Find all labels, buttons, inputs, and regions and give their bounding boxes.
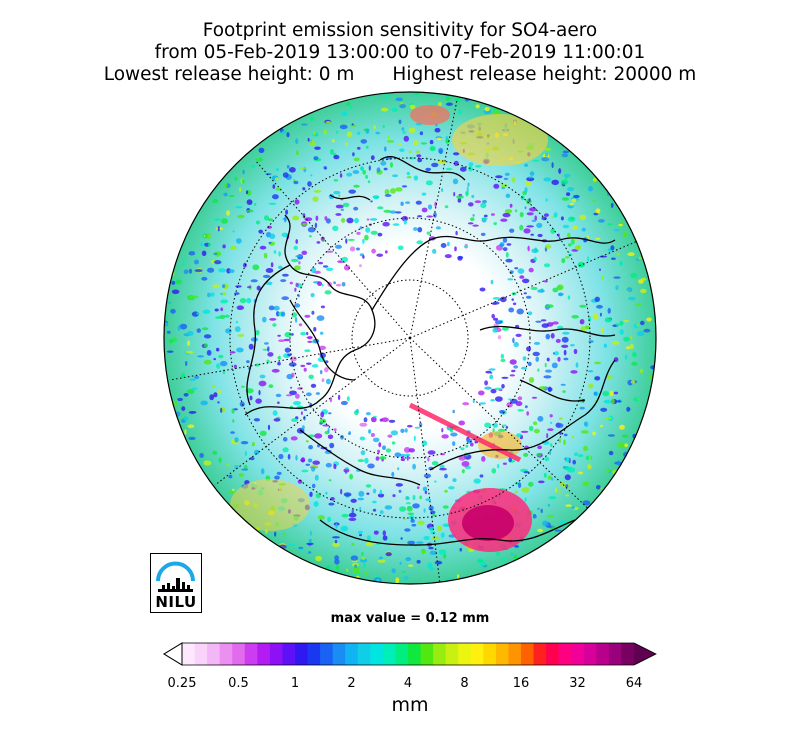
colorbar-unit: mm [391,694,429,716]
colorbar-cell [621,643,635,665]
lowest-release-height: Lowest release height: 0 m [103,64,355,85]
colorbar-cell [558,643,572,665]
colorbar-cell [345,643,359,665]
colorbar-cell [571,643,585,665]
colorbar-cell [420,643,434,665]
colorbar-under-arrow [163,642,183,666]
colorbar-tick-label: 4 [403,676,413,691]
nilu-logo: NILU [150,553,202,613]
colorbar-tick-label: 16 [512,676,530,691]
highest-release-height: Highest release height: 20000 m [392,64,697,85]
colorbar-cell [508,643,522,665]
colorbar-cell [219,643,233,665]
colorbar-cell [445,643,459,665]
colorbar-tick-label: 64 [625,676,643,691]
colorbar-cell [257,643,271,665]
sensitivity-field [164,92,656,584]
colorbar-cell [307,643,321,665]
colorbar-cell [282,643,296,665]
globe [164,92,656,584]
high-sensitivity-areas [230,105,548,552]
colorbar-cell [521,643,534,665]
coastlines [244,155,616,546]
colorbar-cell [244,643,258,665]
graticule [169,99,641,584]
colorbar-tick-label: 0.5 [228,676,249,691]
title-line-2: from 05-Feb-2019 13:00:00 to 07-Feb-2019… [154,42,646,63]
colorbar-cell [483,643,497,665]
title-line-1: Footprint emission sensitivity for SO4-a… [202,20,598,41]
colorbar-over-arrow [634,643,656,665]
colorbar-tick-label: 0.25 [167,676,197,691]
colorbar-cell [470,643,484,665]
nilu-logo-text: NILU [155,593,197,611]
colorbar-cell [495,643,509,665]
max-value-label: max value = 0.12 mm [330,611,490,626]
colorbar-cell [269,643,283,665]
colorbar-cell [182,643,195,665]
colorbar-cell [408,643,421,665]
colorbar-cell [546,643,560,665]
colorbar-cell [357,643,371,665]
colorbar-cell [382,643,396,665]
colorbar-cell [596,643,610,665]
colorbar-cell [608,643,622,665]
colorbar-cell [458,643,472,665]
colorbar-cell [370,643,384,665]
globe-outline [163,91,657,585]
colorbar-cell [433,643,447,665]
colorbar-cell [194,643,208,665]
colorbar-tick-label: 32 [569,676,586,691]
colorbar-cell [395,643,409,665]
colorbar-tick-label: 2 [347,676,356,691]
colorbar-cell [533,643,547,665]
colorbar-cell [332,643,346,665]
colorbar-cell [583,643,597,665]
colorbar-cell [295,643,308,665]
title-release-heights: Lowest release height: 0 m Highest releas… [0,64,800,86]
colorbar-cell [232,643,246,665]
nilu-logo-icon [156,561,195,592]
colorbar-cell [320,643,334,665]
colorbar-tick-label: 8 [460,676,469,691]
colorbar-tick-label: 1 [290,676,300,691]
colorbar-cell [207,643,221,665]
